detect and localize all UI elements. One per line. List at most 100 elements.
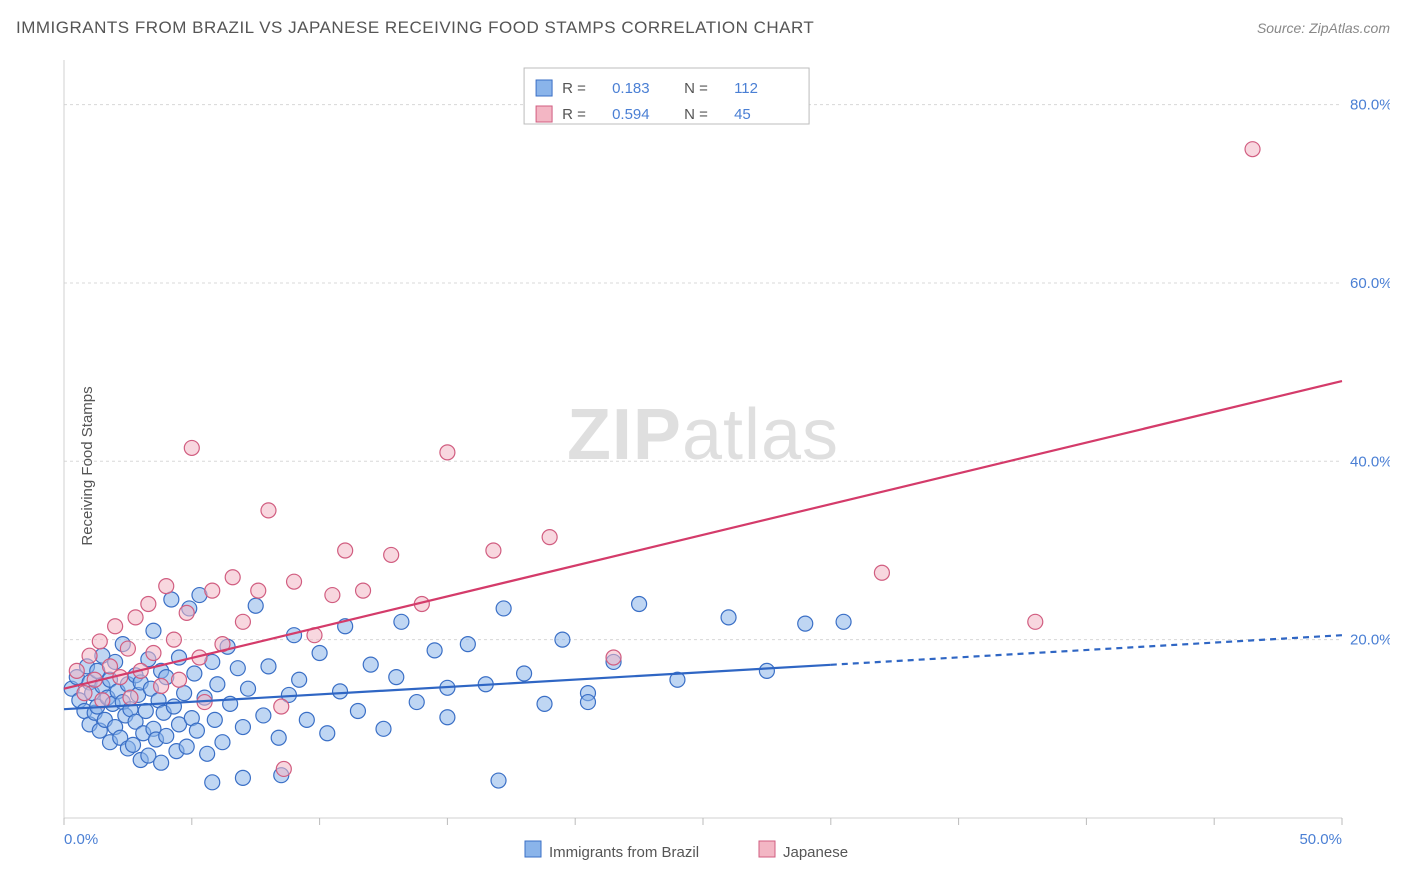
- data-point: [320, 726, 335, 741]
- data-point: [108, 619, 123, 634]
- data-point: [606, 650, 621, 665]
- legend-swatch: [525, 841, 541, 857]
- data-point: [215, 735, 230, 750]
- legend-n-label: N =: [684, 106, 708, 123]
- data-point: [409, 695, 424, 710]
- y-tick-label: 60.0%: [1350, 275, 1390, 292]
- data-point: [491, 773, 506, 788]
- data-point: [187, 666, 202, 681]
- x-tick-label: 50.0%: [1299, 831, 1342, 848]
- data-point: [292, 672, 307, 687]
- data-point: [333, 684, 348, 699]
- data-point: [376, 721, 391, 736]
- legend-swatch: [536, 80, 552, 96]
- data-point: [154, 679, 169, 694]
- data-point: [440, 710, 455, 725]
- data-point: [184, 440, 199, 455]
- data-point: [146, 623, 161, 638]
- legend-n-label: N =: [684, 80, 708, 97]
- legend-series-label: Japanese: [783, 844, 848, 861]
- data-point: [207, 712, 222, 727]
- x-tick-label: 0.0%: [64, 831, 98, 848]
- legend-series-label: Immigrants from Brazil: [549, 844, 699, 861]
- data-point: [389, 670, 404, 685]
- data-point: [251, 583, 266, 598]
- data-point: [363, 657, 378, 672]
- data-point: [271, 730, 286, 745]
- scatter-chart: 20.0% 40.0% 60.0% 80.0% 0.0% 50.0% ZIPatlas R =…: [16, 56, 1390, 876]
- data-point: [632, 596, 647, 611]
- data-point: [542, 530, 557, 545]
- data-point: [82, 648, 97, 663]
- y-tick-label: 80.0%: [1350, 97, 1390, 114]
- data-point: [299, 712, 314, 727]
- data-point: [225, 570, 240, 585]
- data-point: [427, 643, 442, 658]
- data-point: [146, 646, 161, 661]
- data-point: [235, 770, 250, 785]
- data-point: [200, 746, 215, 761]
- data-point: [128, 610, 143, 625]
- data-point: [287, 574, 302, 589]
- data-point: [159, 728, 174, 743]
- data-point: [123, 690, 138, 705]
- legend-r-value: 0.594: [612, 106, 650, 123]
- data-point: [350, 703, 365, 718]
- data-point: [141, 596, 156, 611]
- legend-n-value: 45: [734, 106, 751, 123]
- data-point: [874, 565, 889, 580]
- data-point: [241, 681, 256, 696]
- data-point: [721, 610, 736, 625]
- data-point: [205, 775, 220, 790]
- source-label: Source: ZipAtlas.com: [1257, 20, 1390, 36]
- data-point: [394, 614, 409, 629]
- data-point: [460, 637, 475, 652]
- data-point: [120, 641, 135, 656]
- legend-r-label: R =: [562, 80, 586, 97]
- data-point: [69, 663, 84, 678]
- data-point: [261, 503, 276, 518]
- y-tick-label: 40.0%: [1350, 453, 1390, 470]
- data-point: [166, 699, 181, 714]
- data-point: [164, 592, 179, 607]
- data-point: [235, 614, 250, 629]
- data-point: [179, 605, 194, 620]
- data-point: [77, 686, 92, 701]
- data-point: [1245, 142, 1260, 157]
- chart-title: IMMIGRANTS FROM BRAZIL VS JAPANESE RECEI…: [16, 18, 814, 38]
- data-point: [384, 547, 399, 562]
- data-point: [248, 598, 263, 613]
- data-point: [210, 677, 225, 692]
- y-axis-label: Receiving Food Stamps: [79, 386, 96, 545]
- legend-swatch: [759, 841, 775, 857]
- data-point: [205, 583, 220, 598]
- data-point: [166, 632, 181, 647]
- data-point: [235, 720, 250, 735]
- data-point: [537, 696, 552, 711]
- data-point: [95, 693, 110, 708]
- data-point: [172, 672, 187, 687]
- data-point: [356, 583, 371, 598]
- data-point: [798, 616, 813, 631]
- data-point: [312, 646, 327, 661]
- legend-r-label: R =: [562, 106, 586, 123]
- data-point: [92, 634, 107, 649]
- data-point: [274, 699, 289, 714]
- data-point: [338, 543, 353, 558]
- y-tick-label: 20.0%: [1350, 632, 1390, 649]
- data-point: [261, 659, 276, 674]
- data-point: [580, 695, 595, 710]
- data-point: [555, 632, 570, 647]
- legend-r-value: 0.183: [612, 80, 650, 97]
- data-point: [325, 588, 340, 603]
- data-point: [256, 708, 271, 723]
- data-point: [496, 601, 511, 616]
- legend-n-value: 112: [734, 80, 758, 97]
- data-point: [517, 666, 532, 681]
- watermark: ZIPatlas: [567, 395, 839, 475]
- data-point: [759, 663, 774, 678]
- legend-swatch: [536, 106, 552, 122]
- data-point: [1028, 614, 1043, 629]
- data-point: [836, 614, 851, 629]
- data-point: [230, 661, 245, 676]
